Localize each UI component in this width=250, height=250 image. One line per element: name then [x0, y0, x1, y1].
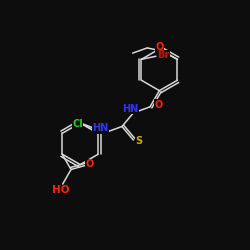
Text: O: O — [156, 42, 164, 52]
Text: Cl: Cl — [72, 119, 83, 129]
Text: HN: HN — [92, 123, 108, 133]
Text: Br: Br — [157, 50, 169, 60]
Text: O: O — [154, 100, 162, 110]
Text: O: O — [86, 159, 94, 169]
Text: HN: HN — [122, 104, 138, 114]
Text: HO: HO — [52, 185, 69, 195]
Text: S: S — [135, 136, 142, 146]
